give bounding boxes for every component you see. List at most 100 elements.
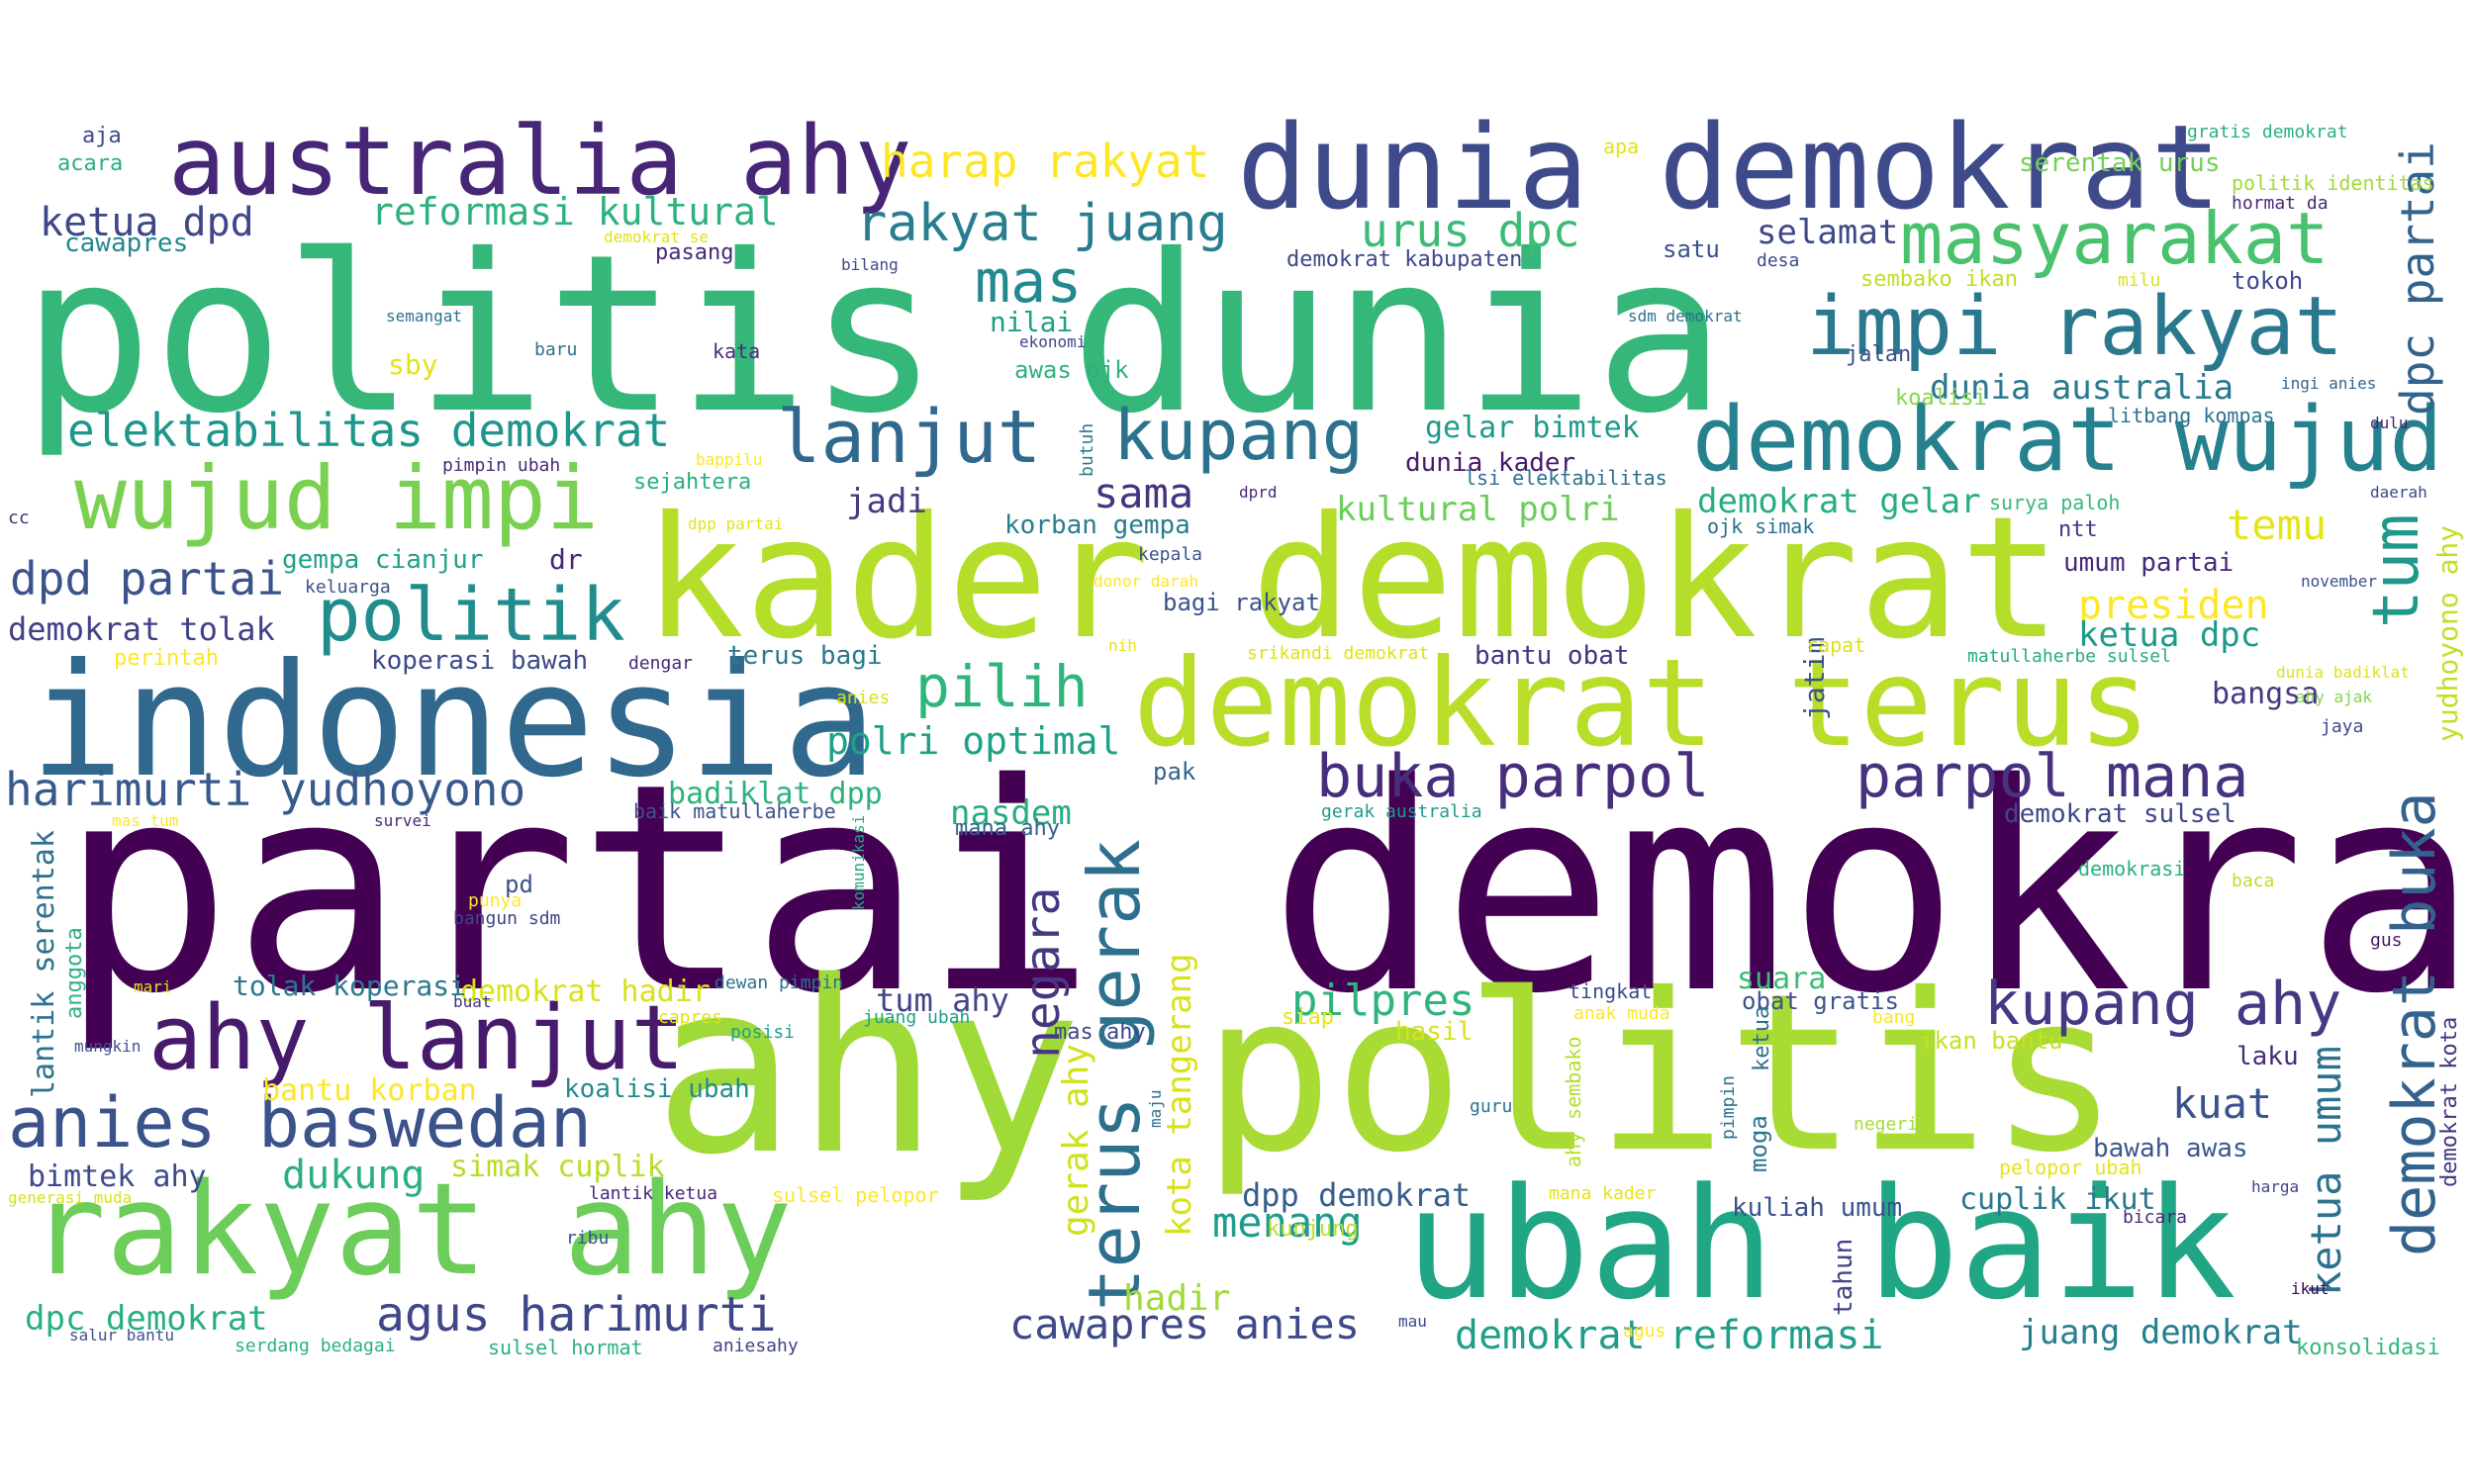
word: bantu korban <box>262 1073 477 1108</box>
word: semangat <box>386 307 463 325</box>
word: anak muda <box>1573 1003 1670 1024</box>
word: politik <box>317 573 625 658</box>
word: terus bagi <box>727 641 883 671</box>
word: guru <box>1470 1096 1513 1117</box>
word: yudhoyono ahy <box>2431 524 2464 742</box>
word: wujud impi <box>74 447 599 549</box>
word: milu <box>2118 270 2161 291</box>
word: negeri <box>1854 1114 1919 1135</box>
word: mau <box>1398 1312 1427 1331</box>
word: srikandi demokrat <box>1247 643 1430 664</box>
word: juang ubah <box>863 1007 971 1028</box>
word: partai demokrat <box>59 723 2474 1057</box>
word: demokrat gelar <box>1697 482 1981 521</box>
word: demokrat wujud <box>1692 388 2443 492</box>
word: generasi muda <box>8 1188 133 1207</box>
word: badiklat dpp <box>668 777 883 811</box>
word: simak cuplik <box>450 1150 665 1184</box>
word: mari <box>134 977 172 996</box>
word: kuliah umum <box>1732 1193 1903 1223</box>
word: mas ahy <box>1054 1020 1146 1045</box>
word: demokrat tolak <box>8 610 275 648</box>
word: mas tum <box>112 811 179 830</box>
word: sdm demokrat <box>1628 307 1743 325</box>
word: dpp demokrat <box>1242 1176 1472 1214</box>
word: harga <box>2251 1177 2300 1196</box>
word: cc <box>8 508 30 528</box>
word: cawapres <box>64 229 189 258</box>
word: acara <box>57 151 124 176</box>
word: demokrat sulsel <box>2004 799 2236 829</box>
word: suara <box>1737 962 1827 996</box>
word: sejahtera <box>633 470 752 495</box>
word: lanjut <box>777 395 1042 480</box>
word: ikan bantu <box>1920 1027 2063 1055</box>
word: urus dpc <box>1361 204 1580 257</box>
word: australia ahy <box>168 106 912 217</box>
word: komunikasi <box>849 814 868 910</box>
word: demokrasi <box>2078 857 2186 881</box>
word: cawapres anies <box>1009 1300 1361 1348</box>
word: tingkat <box>1569 979 1653 1003</box>
word: dulu <box>2370 414 2409 432</box>
word: jadi <box>846 482 927 521</box>
word: demokrat terus <box>1133 633 2151 774</box>
word: menang <box>1212 1198 1363 1247</box>
word: politis dunia <box>22 208 1726 461</box>
word: dunia australia <box>1930 368 2235 408</box>
word: nih <box>1108 636 1137 655</box>
word: harap rakyat <box>881 135 1210 188</box>
word: koalisi <box>1895 386 1987 411</box>
word: pd <box>505 871 533 898</box>
word: jalan <box>1846 342 1912 367</box>
word: ahy lanjut <box>148 986 685 1090</box>
word: dewan pimpin <box>714 973 844 993</box>
word: polri optimal <box>826 719 1121 763</box>
word: gerak ahy <box>1056 1043 1096 1237</box>
word: mana ahy <box>955 816 1060 841</box>
word: hormat da <box>2232 193 2329 214</box>
word: ikut <box>2291 1279 2330 1298</box>
word: kota tangerang <box>1160 953 1199 1237</box>
word: tum ahy <box>876 981 1009 1019</box>
word: ingi anies <box>2281 374 2377 393</box>
word: butuh <box>1077 422 1097 477</box>
word: nilai <box>990 306 1074 338</box>
word: tolak koperasi <box>233 970 467 1002</box>
word: daerah <box>2370 483 2427 502</box>
word: aja <box>82 124 122 148</box>
word: politis <box>1202 947 2121 1200</box>
word: bimtek ahy <box>28 1159 207 1194</box>
word: pelopor ubah <box>1999 1156 2142 1179</box>
word: sembako ikan <box>1860 267 2018 292</box>
word: pimpin ubah <box>442 455 561 476</box>
word: gratis demokrat <box>2187 122 2348 142</box>
word: ubah baik <box>1405 1155 2236 1334</box>
word: kultural polri <box>1336 490 1620 529</box>
word: mas <box>975 247 1083 317</box>
word: reformasi kultural <box>371 190 779 233</box>
word: ketua dpc <box>2078 615 2261 655</box>
word: tahun <box>1829 1238 1858 1316</box>
word: tokoh <box>2232 267 2304 295</box>
word: matullaherbe sulsel <box>1967 646 2171 667</box>
word: agus <box>1623 1321 1666 1342</box>
word: buka parpol <box>1316 742 1710 811</box>
word: kepala <box>1138 544 1203 565</box>
word: hasil <box>1395 1017 1474 1047</box>
word: rakyat ahy <box>30 1157 793 1304</box>
word: nasdem <box>950 793 1072 833</box>
word: kupang <box>1113 395 1364 476</box>
word: salur bantu <box>69 1326 174 1345</box>
word: pilpres <box>1291 975 1475 1026</box>
word: pimpin <box>1718 1074 1739 1140</box>
word: gelar bimtek <box>1425 411 1640 445</box>
word: gus <box>2370 930 2403 951</box>
word: keluarga <box>305 577 391 598</box>
word: ribu <box>566 1228 610 1249</box>
word: bicara <box>2123 1207 2188 1228</box>
word: rakyat juang <box>856 194 1228 253</box>
word: rapat <box>1806 633 1866 657</box>
word: litbang kompas <box>2108 404 2275 427</box>
word: survei <box>374 811 431 830</box>
